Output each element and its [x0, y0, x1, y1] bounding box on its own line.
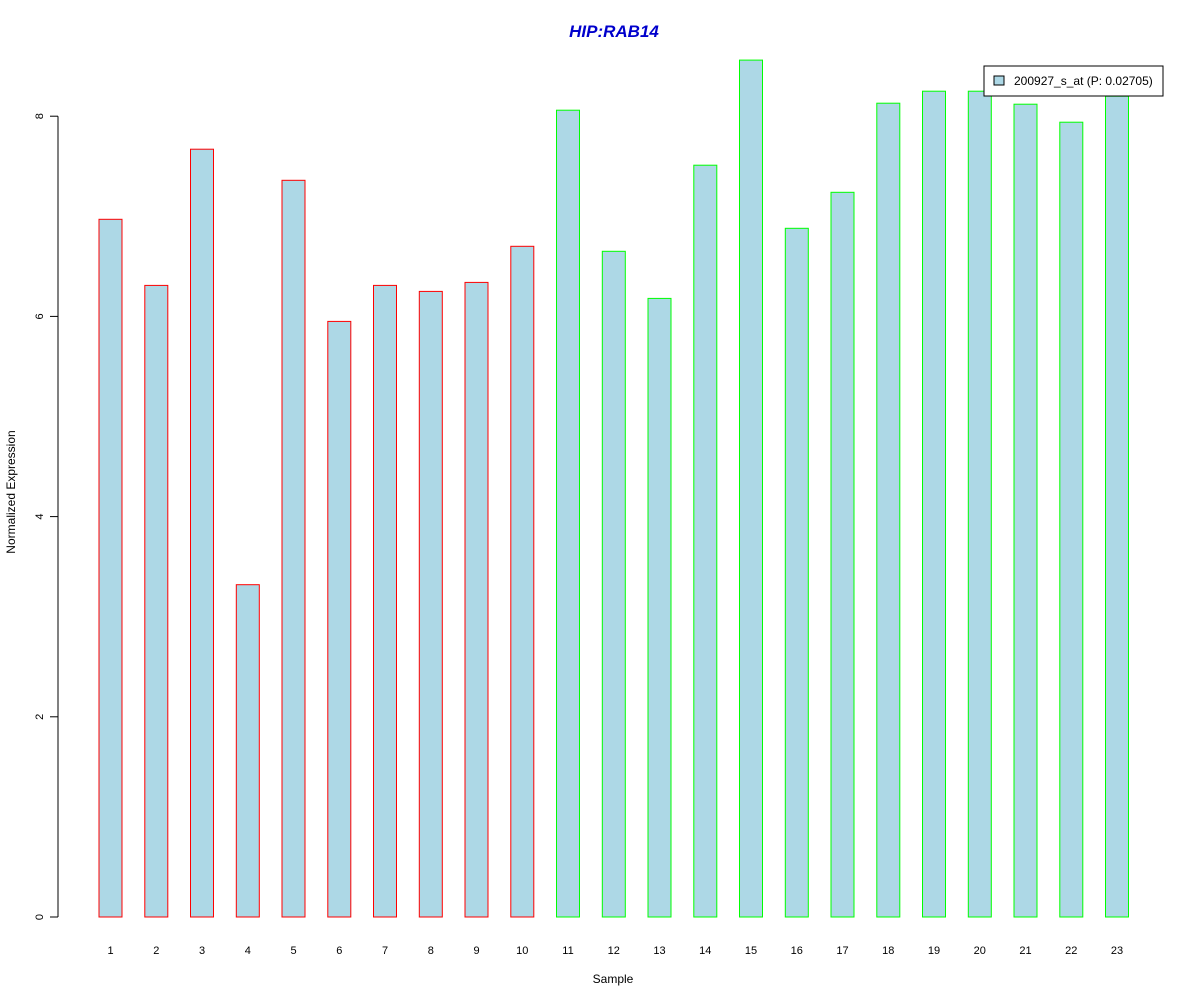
x-tick-label-20: 20 — [974, 945, 986, 957]
y-axis-label: Normalized Expression — [4, 430, 18, 553]
bar-sample-12 — [601, 250, 626, 918]
x-tick-label-10: 10 — [516, 945, 528, 957]
y-axis: 0 2 4 6 8 — [34, 113, 59, 920]
x-tick-label-21: 21 — [1019, 945, 1031, 957]
x-tick-label-11: 11 — [562, 945, 573, 957]
x-axis: 1 2 3 4 5 6 7 8 9 10 11 12 13 14 15 16 17 18 19 20 21 22 23 — [107, 945, 1123, 957]
x-tick-label-9: 9 — [473, 945, 479, 957]
x-tick-label-6: 6 — [336, 945, 342, 957]
bar-sample-2 — [144, 284, 169, 918]
bar-sample-11 — [556, 109, 580, 918]
x-tick-label-16: 16 — [791, 945, 803, 957]
x-tick-label-5: 5 — [290, 945, 296, 957]
x-tick-label-18: 18 — [882, 945, 894, 957]
y-tick-label-8: 8 — [34, 113, 46, 119]
bar-sample-3 — [190, 148, 214, 918]
bar-sample-18 — [876, 102, 901, 918]
bar-sample-15 — [739, 59, 763, 918]
legend-entry-label: 200927_s_at (P: 0.02705) — [1014, 74, 1153, 88]
legend: 200927_s_at (P: 0.02705) — [983, 65, 1164, 97]
y-tick-label-0: 0 — [34, 914, 46, 920]
bar-sample-21 — [1013, 103, 1038, 918]
bar-sample-22 — [1059, 121, 1084, 918]
y-tick-label-6: 6 — [34, 313, 46, 319]
chart-title: HIP:RAB14 — [569, 22, 659, 41]
bar-sample-4 — [235, 584, 260, 918]
legend-swatch — [993, 75, 1005, 86]
x-tick-label-22: 22 — [1065, 945, 1077, 957]
bar-sample-6 — [327, 320, 352, 918]
bar-sample-9 — [464, 281, 489, 918]
x-tick-label-13: 13 — [653, 945, 665, 957]
x-tick-label-1: 1 — [107, 945, 113, 957]
bar-sample-23 — [1105, 95, 1129, 918]
x-tick-label-4: 4 — [245, 945, 251, 957]
bar-sample-8 — [418, 290, 443, 918]
bar-sample-19 — [922, 90, 946, 918]
x-tick-label-17: 17 — [836, 945, 848, 957]
x-tick-label-15: 15 — [745, 945, 757, 957]
x-tick-label-7: 7 — [382, 945, 388, 957]
x-axis-label: Sample — [593, 972, 634, 986]
y-tick-label-2: 2 — [34, 714, 46, 720]
x-tick-label-19: 19 — [928, 945, 940, 957]
bar-sample-17 — [830, 191, 855, 918]
bar-sample-7 — [373, 284, 397, 918]
bar-sample-13 — [647, 297, 672, 918]
bar-sample-1 — [98, 218, 123, 918]
x-tick-label-8: 8 — [428, 945, 434, 957]
x-tick-label-2: 2 — [153, 945, 159, 957]
bars-group — [98, 59, 1129, 918]
bar-sample-10 — [510, 245, 535, 918]
y-tick-label-4: 4 — [34, 514, 46, 520]
x-tick-label-23: 23 — [1111, 945, 1123, 957]
x-tick-label-3: 3 — [199, 945, 205, 957]
x-tick-label-12: 12 — [608, 945, 620, 957]
bar-sample-14 — [693, 164, 718, 918]
bar-sample-5 — [281, 179, 306, 918]
x-tick-label-14: 14 — [699, 945, 711, 957]
bar-sample-20 — [967, 90, 992, 918]
bar-sample-16 — [784, 227, 809, 918]
legend-box — [983, 65, 1164, 97]
